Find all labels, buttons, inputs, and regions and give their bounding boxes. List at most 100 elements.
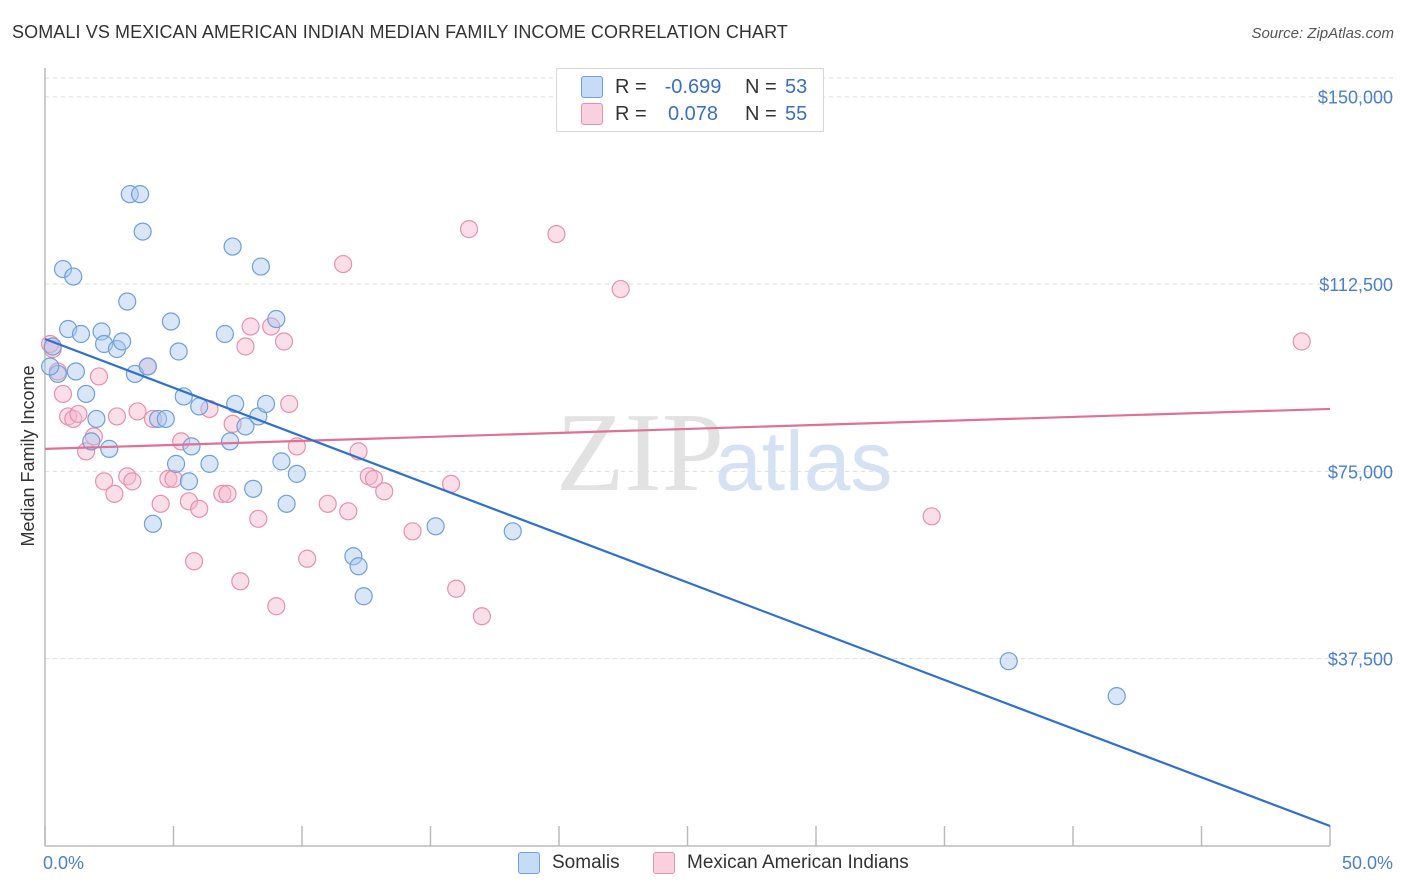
somali-point: [349, 557, 368, 576]
mexican-point: [280, 394, 299, 414]
mexican-swatch: [653, 852, 675, 874]
mexican-point: [298, 549, 317, 568]
somali-point: [71, 324, 91, 344]
watermark-zip: ZIP: [556, 391, 724, 515]
somali-point: [344, 547, 363, 566]
series-mexican-american-indians-points: [41, 220, 1311, 626]
mexican-point: [123, 472, 142, 491]
n-value: 53: [785, 75, 808, 98]
y-tick-label: $150,000: [1318, 88, 1393, 108]
somali-point: [277, 494, 296, 513]
axes: [44, 68, 1331, 847]
somali-point: [426, 517, 445, 536]
chart-source: Source: ZipAtlas.com: [1251, 25, 1394, 42]
mexican-point: [128, 402, 147, 421]
gridlines: [45, 77, 1394, 660]
somali-point: [503, 522, 522, 541]
legend-label-mexican: Mexican American Indians: [687, 852, 909, 873]
r-value: -0.699: [664, 75, 722, 98]
series-somalis-points: [41, 185, 1126, 706]
somali-point: [166, 454, 186, 473]
somali-point: [223, 237, 242, 256]
mexican-point: [159, 469, 178, 488]
mexican-point: [89, 367, 109, 386]
somali-point: [161, 312, 181, 331]
mexican-point: [213, 484, 232, 503]
somali-point: [82, 432, 101, 451]
mexican-point: [151, 494, 170, 513]
mexican-point: [267, 597, 286, 616]
mexican-point: [274, 332, 294, 351]
somali-point: [244, 479, 263, 498]
somali-point: [179, 472, 199, 491]
somali-point: [133, 222, 152, 241]
mexican-point: [375, 482, 394, 501]
somali-point: [182, 437, 201, 456]
n-value: 55: [785, 102, 808, 125]
somali-point: [220, 432, 240, 451]
somali-point: [77, 384, 96, 404]
mexican-point: [472, 607, 491, 626]
r-label: R =: [615, 102, 647, 125]
mexican-trend-line: [44, 407, 1331, 450]
mexican-point: [249, 509, 268, 528]
mexican-point: [359, 467, 378, 486]
mexican-point: [403, 522, 422, 541]
tick-labels: $37,500 $75,000 $112,500 $150,000 0.0% 50.0%: [43, 88, 1393, 873]
somali-point: [48, 364, 67, 384]
somali-point: [1107, 687, 1126, 706]
somali-point: [200, 454, 219, 473]
somali-point: [236, 417, 255, 436]
somali-point: [272, 452, 291, 471]
somali-point: [87, 409, 106, 429]
somali-point: [120, 185, 139, 204]
somali-point: [112, 332, 132, 351]
somali-point: [226, 394, 245, 414]
n-label: N =: [745, 102, 777, 125]
somali-point: [43, 337, 62, 356]
trend-lines: [44, 337, 1331, 828]
legend-item-mexican: Mexican American Indians: [653, 852, 909, 874]
y-axis-label: Median Family Income: [18, 365, 38, 546]
somali-point: [53, 259, 73, 279]
legend-row-somalis: R = -0.699 N = 53: [581, 74, 807, 100]
mexican-point: [95, 472, 114, 491]
n-label: N =: [745, 75, 777, 98]
mexican-point: [143, 409, 163, 429]
mexican-point: [1292, 332, 1311, 351]
chart-title: SOMALI VS MEXICAN AMERICAN INDIAN MEDIAN…: [12, 22, 788, 42]
somali-point: [267, 309, 286, 329]
mexican-point: [118, 467, 137, 486]
mexican-point: [364, 469, 384, 488]
bottom-legend: Somalis Mexican American Indians: [0, 852, 1406, 878]
somali-point: [148, 409, 168, 429]
mexican-point: [218, 484, 237, 503]
r-label: R =: [615, 75, 647, 98]
correlation-legend: R = -0.699 N = 53 R = 0.078 N = 55: [556, 68, 824, 132]
mexican-point: [64, 409, 83, 429]
mexican-point: [179, 492, 199, 511]
mexican-point: [184, 552, 204, 571]
somali-point: [64, 267, 83, 286]
somali-point: [215, 324, 234, 344]
watermark: ZIP atlas: [556, 391, 892, 515]
mexican-point: [69, 404, 88, 424]
x-tick-label: 50.0%: [1342, 853, 1393, 873]
x-tick-label: 0.0%: [43, 853, 84, 873]
somali-trend-line: [44, 337, 1331, 828]
mexican-point: [922, 507, 941, 526]
somali-point: [251, 257, 270, 276]
mexican-point: [459, 220, 479, 239]
mexican-point: [241, 317, 260, 336]
somali-point: [143, 514, 163, 533]
somali-point: [169, 342, 188, 361]
somali-point: [256, 394, 276, 414]
somali-point: [354, 587, 373, 606]
mexican-point: [547, 224, 566, 244]
somali-point: [100, 439, 119, 458]
mexican-point: [190, 499, 209, 518]
legend-label-somalis: Somalis: [552, 852, 620, 873]
mexican-point: [231, 572, 250, 591]
watermark-atlas: atlas: [715, 414, 892, 508]
